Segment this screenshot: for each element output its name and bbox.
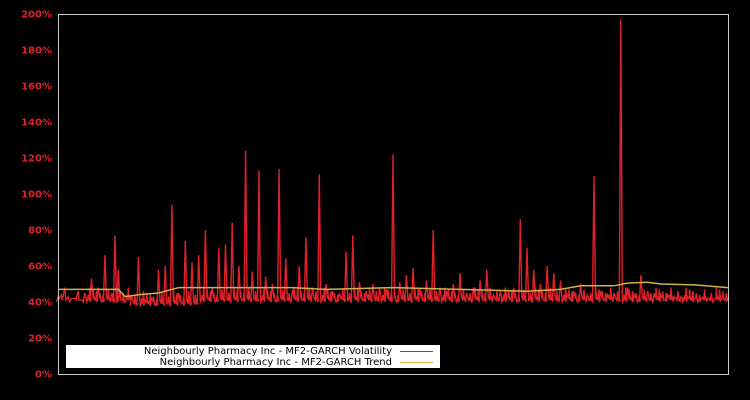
y-tick-label: 200% xyxy=(21,9,52,21)
y-tick-label: 140% xyxy=(21,117,52,129)
trend-line xyxy=(58,281,729,298)
y-tick-label: 80% xyxy=(28,225,52,237)
y-tick-label: 180% xyxy=(21,45,52,57)
legend-item-trend: Neighbourly Pharmacy Inc - MF2-GARCH Tre… xyxy=(160,357,440,368)
y-tick-label: 40% xyxy=(28,297,52,309)
legend-label-volatility: Neighbourly Pharmacy Inc - MF2-GARCH Vol… xyxy=(143,346,392,357)
y-tick-label: 20% xyxy=(28,333,52,345)
legend-label-trend: Neighbourly Pharmacy Inc - MF2-GARCH Tre… xyxy=(159,357,392,368)
legend: Neighbourly Pharmacy Inc - MF2-GARCH Vol… xyxy=(66,345,440,368)
y-tick-label: 0% xyxy=(35,369,52,381)
legend-swatch-volatility xyxy=(400,351,433,352)
legend-item-volatility: Neighbourly Pharmacy Inc - MF2-GARCH Vol… xyxy=(144,346,440,357)
legend-swatch-trend xyxy=(400,362,433,363)
y-tick-label: 60% xyxy=(28,261,52,273)
y-tick-label: 160% xyxy=(21,81,52,93)
plot-area xyxy=(55,19,730,309)
volatility-line xyxy=(55,19,730,309)
y-tick-label: 120% xyxy=(21,153,52,165)
plot-frame xyxy=(58,14,729,375)
y-tick-label: 100% xyxy=(21,189,52,201)
